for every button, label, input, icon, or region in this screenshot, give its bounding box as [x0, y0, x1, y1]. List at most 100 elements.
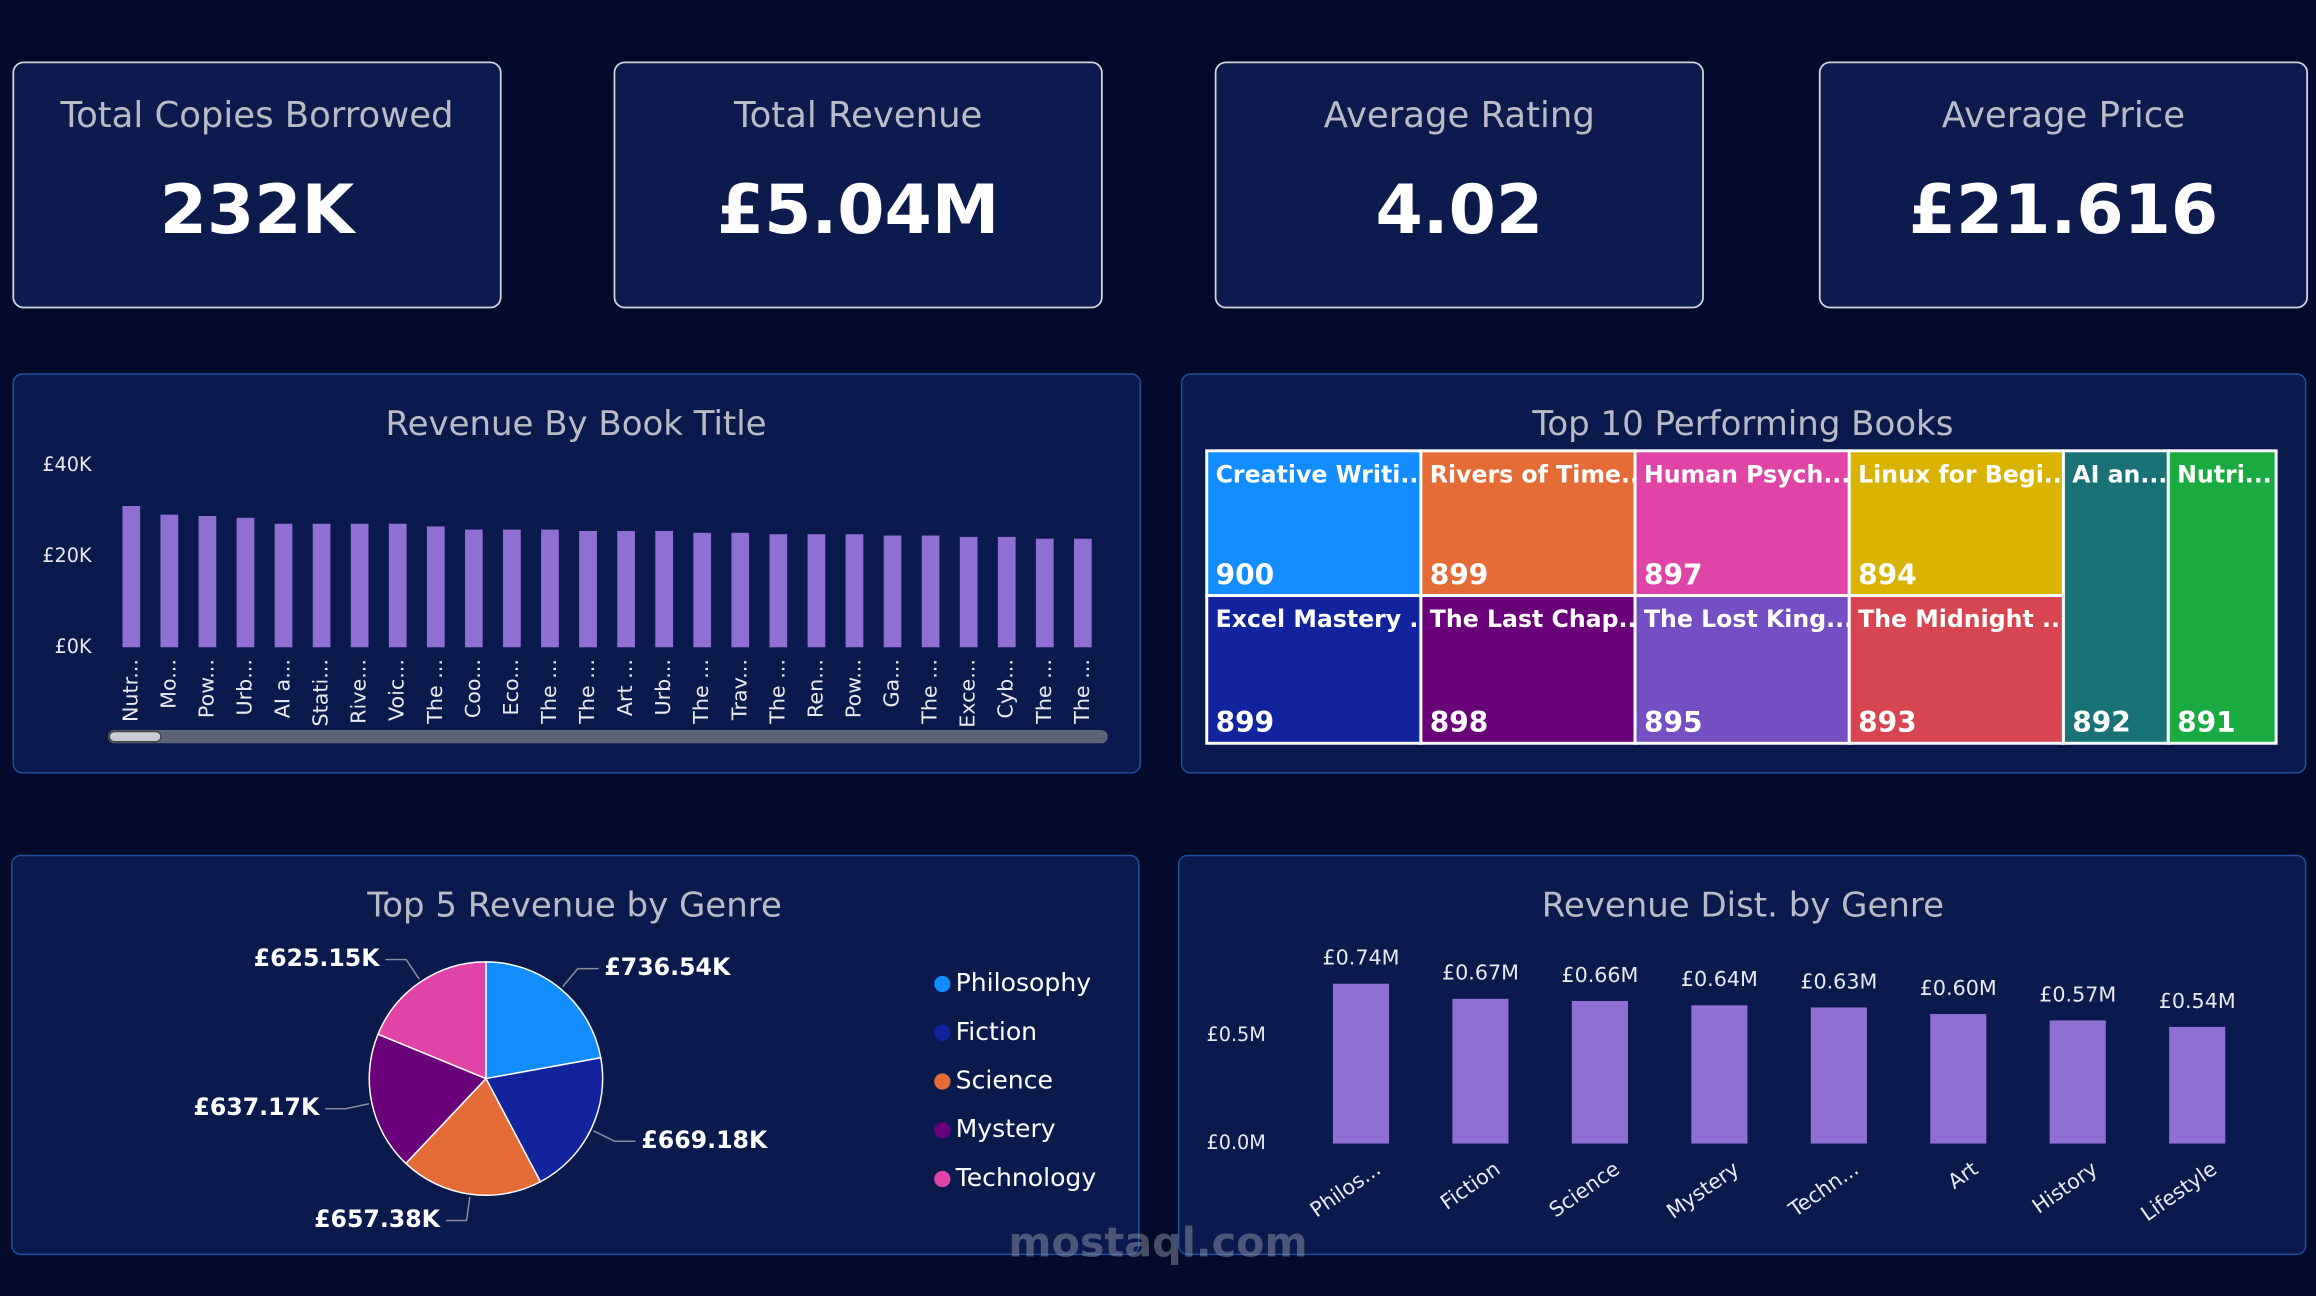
x-tick-label: The ...: [1070, 659, 1094, 725]
bar: [997, 536, 1016, 648]
pie-slice: [485, 961, 602, 1080]
tile-value: 899: [1216, 706, 1275, 739]
leader-line: [325, 1103, 370, 1110]
data-label: £625.15K: [254, 944, 382, 972]
kpi-label: Total Revenue: [733, 95, 982, 136]
leader-line: [385, 958, 420, 980]
x-tick-label: Ren...: [803, 659, 827, 718]
treemap-tile: [2166, 449, 2278, 745]
x-tick-label: Rive...: [347, 659, 371, 724]
kpi-card: [12, 61, 502, 309]
data-label: £669.18K: [641, 1126, 769, 1154]
kpi-value: 232K: [160, 171, 357, 250]
bar: [1691, 1005, 1748, 1144]
legend-label: Technology: [955, 1163, 1097, 1192]
tile-value: 898: [1430, 706, 1489, 739]
kpi-label: Total Copies Borrowed: [59, 95, 453, 136]
bar: [731, 532, 750, 648]
tile-label: The Last Chap...: [1430, 605, 1646, 633]
legend-marker: [934, 1024, 951, 1041]
data-label: £637.17K: [193, 1093, 321, 1121]
tile-label: Linux for Begi...: [1858, 460, 2071, 488]
treemap-tile: [1633, 449, 1851, 598]
x-tick-label: Exce...: [956, 659, 980, 728]
x-tick-label: Coo...: [461, 659, 485, 718]
tile-label: The Midnight ...: [1858, 605, 2069, 633]
chart-title: Top 10 Performing Books: [1531, 404, 1953, 444]
bar: [769, 534, 788, 648]
bar: [1332, 983, 1390, 1144]
tile-value: 897: [1644, 558, 1703, 591]
scroll-thumb[interactable]: [108, 730, 162, 743]
bar: [312, 523, 331, 648]
bar: [541, 529, 559, 648]
kpi-label: Average Rating: [1324, 95, 1595, 136]
legend-label: Fiction: [956, 1017, 1037, 1046]
data-label: £0.64M: [1681, 967, 1758, 991]
x-tick-label: Pow...: [194, 659, 218, 718]
treemap-tile: [1419, 594, 1637, 745]
chart-title: Revenue By Book Title: [386, 404, 767, 444]
data-label: £736.54K: [604, 953, 732, 981]
bar: [464, 529, 483, 648]
data-label: £0.54M: [2159, 989, 2236, 1013]
data-label: £0.66M: [1561, 963, 1638, 987]
tile-value: 899: [1430, 558, 1489, 591]
tile-label: AI an...: [2072, 460, 2167, 488]
tile-label: Nutri...: [2177, 460, 2272, 488]
tile-value: 891: [2177, 706, 2236, 739]
bar: [1930, 1013, 1987, 1144]
x-tick-label: Voic...: [385, 659, 409, 721]
x-tick-label: The ...: [537, 659, 561, 725]
kpi-card: [1818, 61, 2309, 309]
x-tick-label: Urb...: [651, 659, 675, 715]
bar: [655, 530, 674, 648]
y-tick-label: £20K: [42, 544, 92, 567]
x-tick-label: Stati...: [309, 659, 333, 726]
y-tick-label: £0.5M: [1207, 1023, 1266, 1046]
legend-marker: [934, 1170, 951, 1188]
tile-value: 894: [1858, 558, 1917, 591]
legend-marker: [934, 1122, 951, 1139]
tile-label: The Lost King...: [1644, 605, 1853, 633]
kpi-card: [1214, 61, 1704, 309]
bar: [1571, 1000, 1628, 1144]
treemap-tile: [1633, 594, 1851, 745]
bar: [198, 516, 217, 648]
kpi-card: [613, 61, 1103, 309]
tile-value: 892: [2072, 706, 2131, 739]
x-tick-label: Mo...: [156, 659, 180, 709]
bar: [883, 535, 902, 648]
tile-label: Rivers of Time...: [1430, 460, 1648, 488]
data-label: £0.63M: [1800, 969, 1877, 993]
y-tick-label: £0.0M: [1207, 1131, 1266, 1154]
x-tick-label: The ...: [918, 659, 942, 725]
scrollbar[interactable]: [107, 729, 1108, 744]
bar: [1810, 1007, 1867, 1144]
tile-label: Excel Mastery ...: [1216, 605, 1437, 633]
data-label: £0.67M: [1442, 961, 1519, 985]
bar: [274, 523, 293, 648]
x-tick-label: The ...: [1032, 659, 1056, 725]
bar: [959, 536, 978, 648]
legend-marker: [934, 1073, 951, 1090]
x-tick-label: Eco...: [499, 659, 523, 715]
leader-line: [593, 1130, 636, 1143]
bar: [807, 534, 826, 648]
bar: [921, 535, 940, 648]
y-tick-label: £0K: [55, 635, 92, 658]
data-label: £0.60M: [1920, 976, 1997, 1000]
legend-label: Science: [956, 1066, 1053, 1095]
x-tick-label: The ...: [689, 659, 713, 725]
data-label: £657.38K: [314, 1205, 442, 1233]
x-tick-label: Trav...: [727, 659, 751, 721]
treemap-tile: [1419, 449, 1637, 598]
bar: [388, 523, 407, 648]
x-tick-label: Urb...: [232, 659, 256, 715]
watermark: mostaql.com: [1008, 1218, 1307, 1266]
kpi-value: 4.02: [1376, 171, 1544, 250]
bar: [579, 530, 597, 648]
x-tick-label: The ...: [765, 659, 789, 725]
y-tick-label: £40K: [42, 453, 92, 476]
